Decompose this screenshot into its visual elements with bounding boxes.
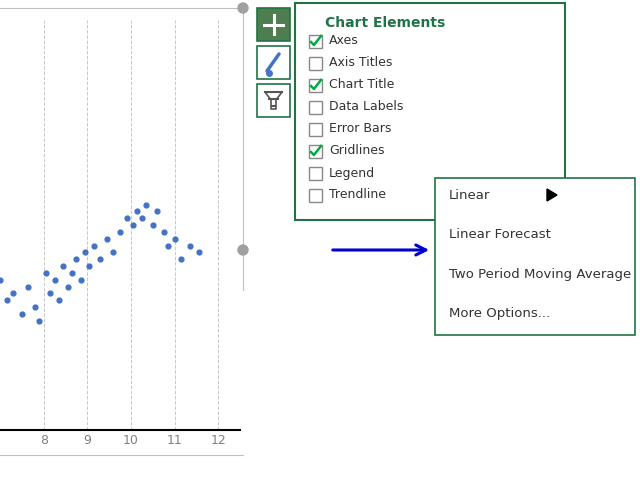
Point: [176, 255, 186, 263]
Point: [34, 317, 44, 324]
Text: Axes: Axes: [329, 35, 359, 48]
Point: [108, 249, 118, 256]
Bar: [257, 46, 290, 79]
Point: [122, 215, 132, 222]
Point: [67, 269, 77, 276]
Point: [115, 228, 125, 236]
Point: [132, 207, 143, 215]
Circle shape: [238, 3, 248, 13]
Bar: [309, 35, 322, 48]
Text: Chart Elements: Chart Elements: [325, 16, 445, 30]
Point: [63, 283, 73, 290]
Point: [58, 262, 68, 270]
Text: Error Bars: Error Bars: [329, 122, 392, 135]
Point: [137, 215, 147, 222]
Circle shape: [238, 245, 248, 255]
Text: Two Period Moving Average: Two Period Moving Average: [449, 268, 631, 281]
Bar: [435, 178, 635, 335]
Point: [45, 289, 55, 297]
Point: [54, 296, 64, 304]
Text: Gridlines: Gridlines: [329, 144, 385, 157]
Point: [152, 207, 162, 215]
Point: [0, 276, 5, 284]
Bar: [309, 122, 322, 135]
Bar: [309, 57, 322, 70]
Point: [95, 255, 106, 263]
Polygon shape: [547, 189, 557, 201]
Point: [84, 262, 95, 270]
Text: More Options...: More Options...: [449, 307, 550, 320]
Point: [17, 310, 27, 318]
Point: [170, 235, 180, 242]
Bar: [309, 189, 322, 202]
Point: [30, 303, 40, 311]
Text: Legend: Legend: [329, 167, 375, 180]
Point: [80, 249, 90, 256]
Bar: [257, 84, 290, 117]
Point: [163, 241, 173, 249]
Point: [41, 269, 51, 276]
Bar: [309, 167, 322, 180]
Point: [148, 221, 158, 229]
Point: [49, 276, 60, 284]
Text: Linear: Linear: [449, 189, 490, 202]
Point: [89, 241, 99, 249]
Point: [23, 283, 33, 290]
Bar: [309, 79, 322, 92]
Text: Linear Forecast: Linear Forecast: [449, 228, 551, 241]
Bar: [295, 3, 565, 220]
Point: [159, 228, 169, 236]
Text: Axis Titles: Axis Titles: [329, 57, 392, 70]
Text: Data Labels: Data Labels: [329, 100, 403, 113]
Bar: [309, 100, 322, 113]
Text: Chart Title: Chart Title: [329, 79, 394, 92]
Point: [76, 276, 86, 284]
Bar: [309, 144, 322, 157]
Point: [8, 289, 18, 297]
Point: [102, 235, 112, 242]
Point: [141, 201, 151, 208]
Text: Trendline: Trendline: [329, 189, 386, 202]
Point: [185, 241, 195, 249]
Bar: [257, 8, 290, 41]
Point: [193, 249, 204, 256]
Point: [71, 255, 81, 263]
Point: [1, 296, 12, 304]
Point: [128, 221, 138, 229]
